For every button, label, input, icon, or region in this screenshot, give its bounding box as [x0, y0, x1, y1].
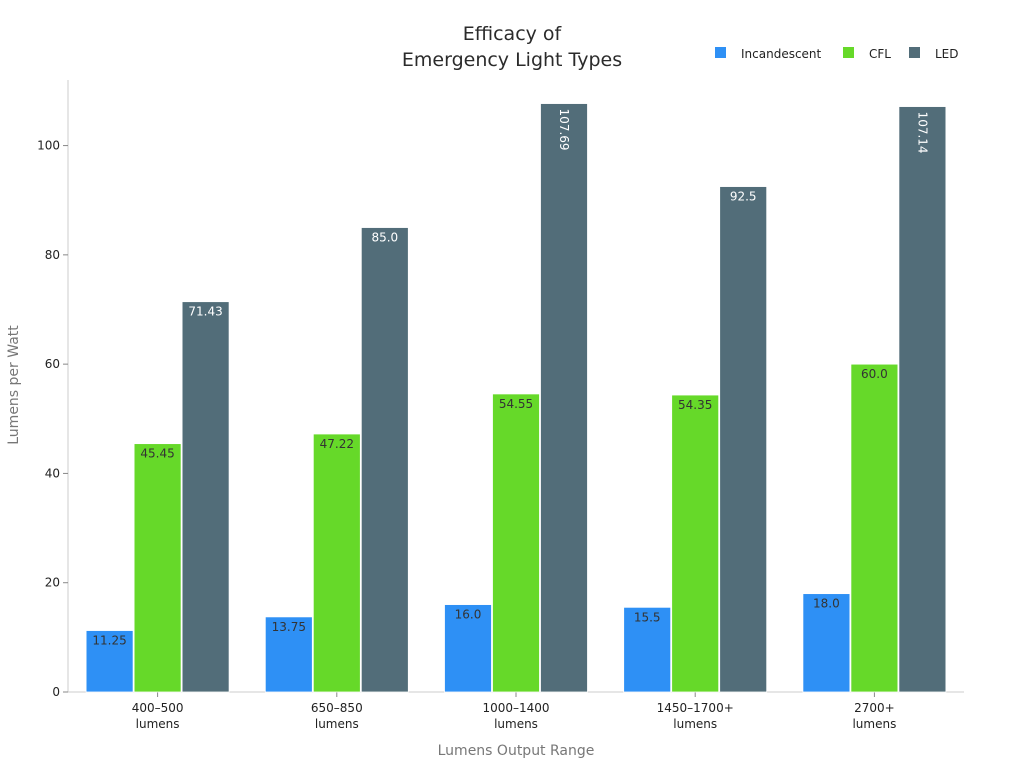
y-tick-label: 20: [45, 576, 60, 590]
bars: [85, 103, 947, 693]
legend-swatch-incandescent: [715, 47, 726, 58]
data-label: 13.75: [272, 620, 306, 634]
data-label: 85.0: [371, 231, 398, 245]
data-label: 45.45: [140, 447, 174, 461]
bar-cfl-3: [671, 394, 720, 693]
bar-incandescent-2: [444, 604, 492, 693]
legend-label-cfl: CFL: [869, 47, 891, 61]
data-label: 47.22: [320, 437, 354, 451]
y-axis: 0 20 40 60 80 100: [37, 80, 69, 699]
y-tick-label: 80: [45, 248, 60, 262]
bar-cfl-2: [492, 393, 540, 693]
y-tick-label: 60: [45, 357, 60, 371]
data-label: 16.0: [455, 608, 482, 622]
bar-led-1: [360, 227, 409, 693]
data-label: 71.43: [188, 305, 222, 319]
data-label: 11.25: [92, 634, 126, 648]
bar-incandescent-0: [85, 630, 134, 693]
y-axis-title: Lumens per Watt: [6, 325, 22, 445]
data-label: 15.5: [634, 610, 661, 624]
x-tick-label: 1450–1700+ lumens: [657, 701, 734, 731]
chart-title-line: Efficacy of: [463, 23, 563, 45]
legend-label-incandescent: Incandescent: [741, 47, 822, 61]
data-label: 107.14: [915, 112, 929, 154]
bar-incandescent-1: [264, 616, 313, 693]
y-tick-label: 100: [37, 139, 60, 153]
x-axis-title: Lumens Output Range: [438, 743, 595, 759]
x-tick-label: 650–850 lumens: [311, 701, 363, 731]
y-tick-label: 0: [52, 685, 60, 699]
data-label: 60.0: [861, 367, 888, 381]
bar-cfl-4: [850, 363, 899, 693]
legend-swatch-led: [909, 47, 920, 58]
bar-led-4: [898, 106, 947, 693]
bar-led-0: [181, 301, 230, 693]
legend-label-led: LED: [935, 47, 959, 61]
bar-incandescent-3: [623, 606, 672, 693]
data-label: 54.55: [499, 397, 533, 411]
bar-incandescent-4: [802, 593, 851, 693]
bar-led-2: [540, 103, 588, 693]
chart-title-line: Emergency Light Types: [402, 49, 622, 71]
data-labels: 11.25 45.45 71.43 13.75 47.22 85.0 16.0 54.55 10…: [92, 109, 929, 648]
data-label: 54.35: [678, 398, 712, 412]
legend-swatch-cfl: [843, 47, 854, 58]
chart-title: Efficacy of Emergency Light Types: [402, 23, 622, 71]
legend: Incandescent CFL LED: [715, 47, 959, 61]
bar-led-3: [719, 186, 768, 693]
x-tick-label: 2700+ lumens: [852, 701, 896, 731]
data-label: 107.69: [557, 109, 571, 151]
x-tick-label: 400–500 lumens: [132, 701, 184, 731]
y-tick-label: 40: [45, 466, 60, 480]
x-tick-label: 1000–1400 lumens: [482, 701, 549, 731]
data-label: 18.0: [813, 597, 840, 611]
bar-cfl-0: [133, 443, 182, 693]
bar-cfl-1: [312, 433, 361, 693]
data-label: 92.5: [730, 190, 757, 204]
x-axis: 400–500 lumens 650–850 lumens 1000–1400 lumen…: [68, 691, 964, 731]
